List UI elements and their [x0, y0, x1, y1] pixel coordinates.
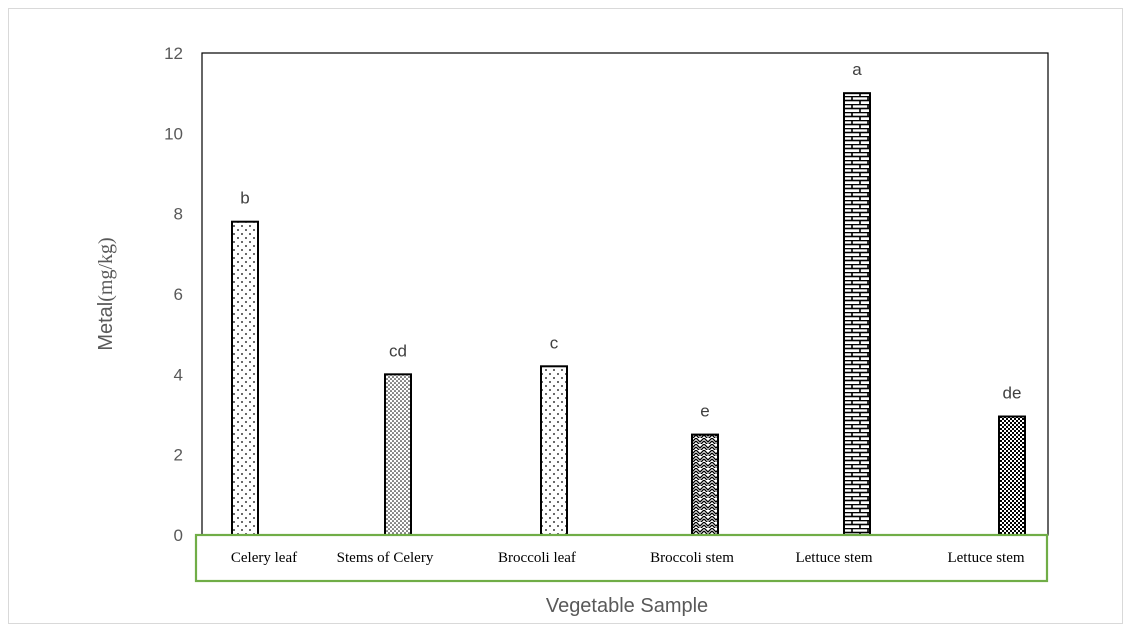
y-axis-title-unit: (mg/kg) [95, 237, 117, 301]
bar [691, 433, 719, 537]
bar [998, 415, 1026, 536]
data-label: a [852, 60, 862, 79]
y-tick-label: 2 [174, 446, 183, 465]
bar [384, 373, 412, 537]
y-axis-title-main: Metal [95, 302, 117, 351]
data-label: cd [389, 341, 407, 360]
y-tick-label: 12 [164, 44, 183, 63]
y-tick-label: 0 [174, 526, 183, 545]
category-label-box [194, 533, 1049, 583]
data-label: b [240, 189, 249, 208]
category-label: Broccoli leaf [498, 550, 576, 566]
data-labels-group: b cd c e a de [240, 60, 1021, 420]
category-label: Broccoli stem [650, 550, 734, 566]
category-label: Lettuce stem [947, 550, 1024, 566]
x-axis-title: Vegetable Sample [546, 595, 708, 617]
y-tick-label: 6 [174, 285, 183, 304]
y-tick-label: 10 [164, 124, 183, 143]
y-axis-ticks: 0 2 4 6 8 10 12 [164, 44, 183, 545]
bar [843, 92, 871, 537]
y-tick-label: 4 [174, 365, 183, 384]
y-tick-label: 8 [174, 205, 183, 224]
svg-text:Metal(mg/kg): Metal(mg/kg) [95, 237, 117, 350]
y-axis-title: Metal(mg/kg) [95, 237, 117, 350]
bar [540, 365, 568, 536]
data-label: c [550, 333, 559, 352]
bars-group [231, 92, 1026, 537]
plot-area [201, 52, 1049, 536]
category-label: Celery leaf [231, 550, 297, 566]
category-labels-group: Celery leaf Stems of Celery Broccoli leaf B… [231, 550, 1025, 566]
data-label: de [1003, 384, 1022, 403]
category-label: Lettuce stem [795, 550, 872, 566]
data-label: e [700, 402, 709, 421]
category-label: Stems of Celery [337, 550, 434, 566]
bar [231, 220, 259, 536]
